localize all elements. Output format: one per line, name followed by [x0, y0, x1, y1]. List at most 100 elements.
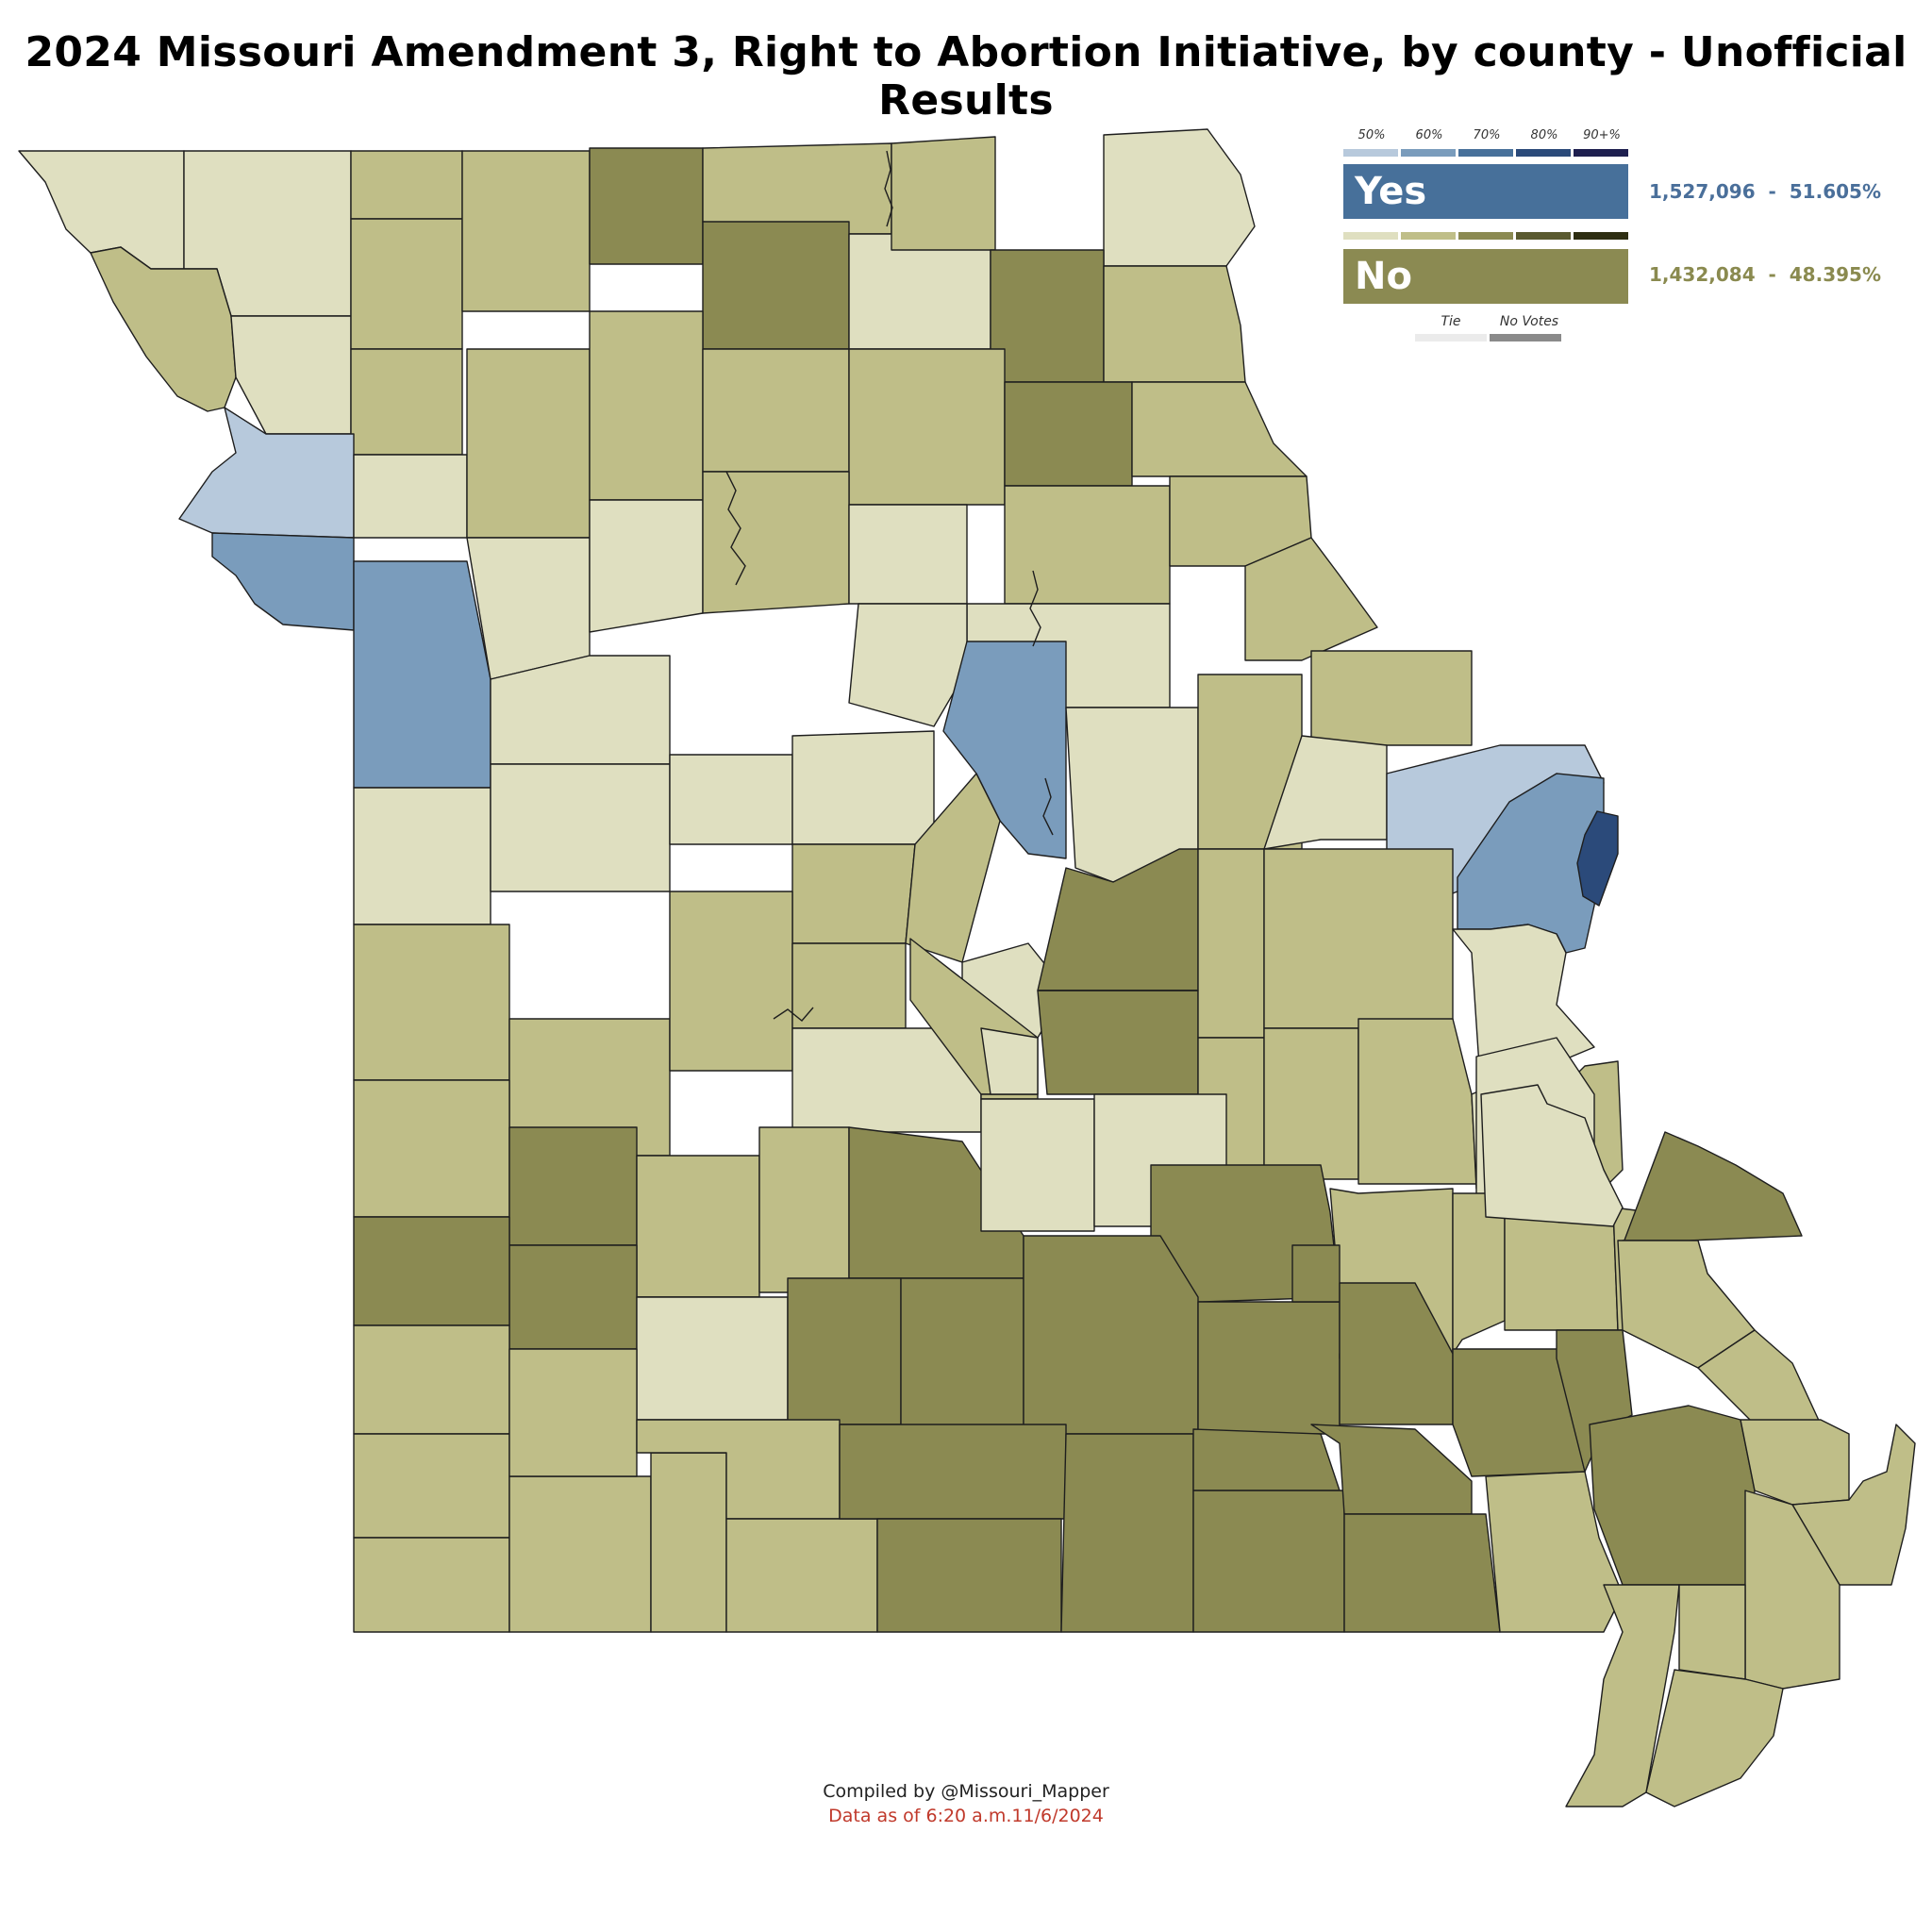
county: [839, 1424, 1067, 1520]
yes-percent: 51.605%: [1789, 180, 1881, 203]
county: [876, 1518, 1062, 1633]
county: [650, 1452, 727, 1633]
no-votes: 1,432,084: [1649, 263, 1756, 286]
county: [490, 655, 671, 765]
county: [942, 641, 1067, 859]
county: [353, 787, 491, 925]
county: [1131, 381, 1307, 477]
legend-tie-swatch: [1415, 334, 1487, 341]
river-line: [1029, 570, 1041, 647]
legend-no-votes-swatch: [1490, 334, 1561, 341]
legend-yes-swatch: [1401, 149, 1456, 157]
legend-yes-swatch: [1458, 149, 1513, 157]
legend-scale-label: 70%: [1473, 128, 1501, 142]
county: [1244, 537, 1378, 661]
county: [1589, 1405, 1756, 1586]
county: [1192, 1490, 1345, 1633]
county: [702, 142, 892, 235]
county: [589, 310, 704, 501]
county: [589, 147, 704, 265]
county: [980, 1098, 1095, 1232]
county: [669, 891, 793, 1072]
county: [353, 1537, 510, 1633]
county: [1004, 381, 1133, 487]
county: [350, 218, 463, 350]
county: [791, 942, 907, 1029]
legend-yes-swatch: [1574, 149, 1628, 157]
county: [1343, 1513, 1501, 1633]
legend-no-swatch: [1574, 232, 1628, 240]
legend-scale-label: 60%: [1415, 128, 1443, 142]
county: [353, 1433, 510, 1539]
county: [350, 348, 463, 456]
legend-scale-label: 90+%: [1583, 128, 1621, 142]
county: [1480, 1084, 1624, 1227]
legend-no-swatch: [1343, 232, 1398, 240]
county: [1645, 1669, 1784, 1807]
yes-votes: 1,527,096: [1649, 180, 1756, 203]
data-timestamp: Data as of 6:20 a.m.11/6/2024: [828, 1806, 1104, 1826]
legend-no-swatch: [1516, 232, 1571, 240]
county: [980, 1027, 1039, 1095]
county: [900, 1277, 1024, 1430]
legend: 50% 60% 70% 80% 90+% Yes 1,527,096 - 51.…: [1343, 128, 1909, 345]
county: [1291, 1244, 1341, 1303]
river-line: [725, 471, 746, 586]
legend-scale-label: 80%: [1530, 128, 1558, 142]
county: [589, 499, 704, 633]
county: [636, 1155, 760, 1298]
county: [1565, 1584, 1680, 1807]
county: [702, 471, 850, 614]
county: [353, 1079, 510, 1218]
legend-yes-swatch: [1516, 149, 1571, 157]
county: [490, 763, 671, 892]
county: [508, 1126, 638, 1246]
river-line: [1042, 777, 1054, 836]
county: [702, 221, 850, 350]
county: [702, 348, 850, 473]
county: [1357, 1018, 1477, 1185]
county: [758, 1126, 850, 1293]
county: [848, 348, 1006, 506]
county: [1740, 1419, 1850, 1506]
county: [353, 1216, 510, 1326]
county: [1197, 1301, 1341, 1435]
river-line: [884, 150, 893, 227]
county: [508, 1244, 638, 1350]
credit-text: Compiled by @Missouri_Mapper: [823, 1781, 1109, 1802]
map-title: 2024 Missouri Amendment 3, Right to Abor…: [25, 28, 1907, 125]
legend-tie-label: Tie: [1441, 314, 1461, 329]
county: [848, 603, 968, 727]
county: [90, 246, 237, 412]
legend-no-total: 1,432,084 - 48.395%: [1649, 263, 1881, 286]
no-percent: 48.395%: [1789, 263, 1881, 286]
county: [1192, 1428, 1341, 1491]
county: [353, 924, 510, 1081]
county: [787, 1277, 902, 1425]
county: [508, 1475, 652, 1633]
legend-yes-swatch: [1343, 149, 1398, 157]
county: [725, 1518, 878, 1633]
legend-yes-total: 1,527,096 - 51.605%: [1649, 180, 1881, 203]
county: [1037, 990, 1199, 1095]
legend-no-swatch: [1458, 232, 1513, 240]
county: [1023, 1235, 1199, 1435]
county: [891, 136, 996, 251]
county: [1004, 485, 1171, 605]
legend-yes-box: Yes: [1343, 164, 1628, 219]
county: [848, 233, 991, 350]
county: [1263, 1027, 1359, 1180]
county: [848, 504, 968, 605]
county: [669, 754, 793, 845]
legend-no-box: No: [1343, 249, 1628, 304]
county: [211, 532, 355, 631]
legend-scale-label: 50%: [1357, 128, 1386, 142]
county: [1103, 265, 1246, 383]
county: [1263, 735, 1388, 850]
county: [1197, 848, 1265, 1039]
county: [1791, 1424, 1916, 1586]
legend-no-votes-label: No Votes: [1499, 314, 1559, 329]
county: [791, 843, 916, 944]
